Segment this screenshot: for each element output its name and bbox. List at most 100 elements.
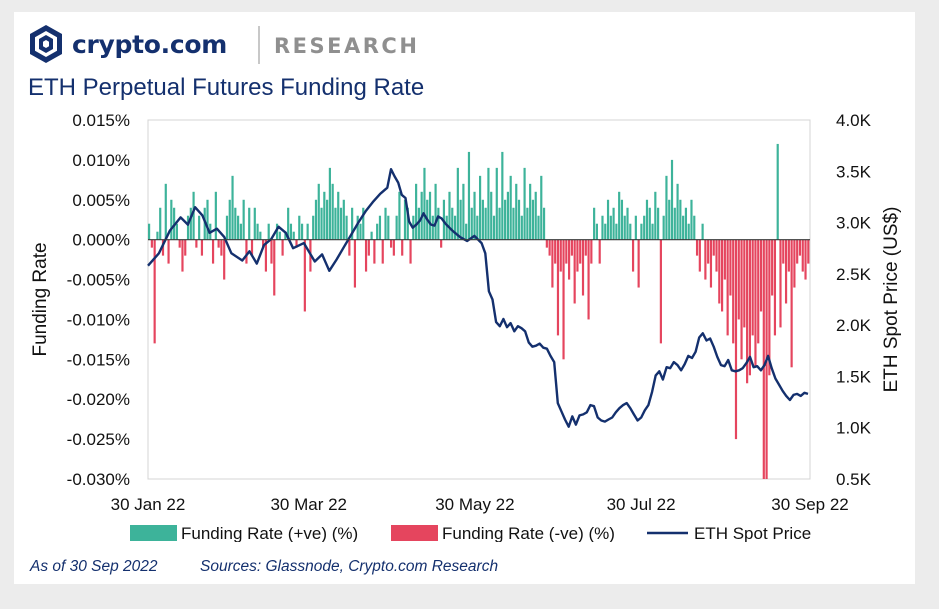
funding-bar-positive [451,207,454,240]
funding-bar-positive [331,183,334,240]
funding-bar-positive [479,175,482,240]
eth-price-layer [147,167,809,428]
funding-bar-negative [709,239,713,288]
funding-bar-positive [334,207,337,240]
funding-bar-negative [768,239,771,376]
y2-tick-label: 2.0K [836,316,872,335]
funding-bar-positive [370,231,373,240]
funding-bar-negative [211,239,215,264]
funding-bar-negative [704,239,707,280]
funding-bar-negative [150,239,153,248]
funding-bar-positive [339,207,343,240]
funding-bar-negative [348,239,351,256]
funding-bar-positive [462,183,465,240]
funding-bar-positive [186,215,190,240]
funding-bar-positive [300,223,304,240]
funding-bar-positive [434,183,437,240]
funding-bar-negative [556,239,560,336]
funding-bar-positive [484,207,487,240]
funding-bar-positive [312,215,315,240]
funding-bar-negative [565,239,568,264]
funding-bar-negative [718,239,721,304]
funding-bar-positive [668,199,671,240]
funding-bar-positive [626,207,629,240]
funding-bar-positive [492,215,496,240]
funding-bar-negative [576,239,579,272]
y2-tick-label: 0.5K [836,470,872,489]
funding-bar-negative [723,239,726,280]
eth-price-line [147,167,809,428]
funding-bar-positive [317,183,320,240]
funding-bar-negative [732,239,735,344]
funding-bar-positive [645,199,649,240]
crypto-com-shield-icon [30,25,62,63]
funding-bar-positive [620,199,624,240]
funding-bar-positive [623,215,626,240]
funding-bar-positive [237,215,240,240]
funding-bar-positive [595,223,598,240]
funding-bar-positive [515,183,518,240]
funding-bar-negative [773,239,777,336]
funding-bar-negative [720,239,724,312]
funding-bar-positive [326,199,329,240]
y-tick-label: 0.015% [72,111,130,130]
funding-bar-positive [225,215,229,240]
funding-bar-positive [643,215,646,240]
x-tick-label: 30 Jul 22 [607,495,676,514]
funding-bar-positive [239,223,242,240]
funding-bar-negative [743,239,746,328]
funding-bar-positive [676,183,679,240]
funding-bar-negative [740,239,743,360]
funding-bar-positive [648,207,651,240]
funding-bar-negative [782,239,785,264]
funding-bar-positive [323,191,326,240]
funding-bar-positive [292,231,295,240]
funding-bar-positive [501,151,504,240]
funding-bar-positive [423,167,426,240]
x-tick-label: 30 Mar 22 [270,495,347,514]
funding-bar-negative [250,239,254,256]
funding-bar-negative [659,239,662,344]
funding-bar-positive [526,207,529,240]
funding-bar-positive [231,175,234,240]
funding-bar-positive [523,167,526,240]
funding-bar-positive [159,207,162,240]
funding-bar-positive [192,191,195,240]
funding-bar-negative [367,239,370,256]
funding-bar-positive [175,223,178,240]
funding-bar-positive [387,215,390,240]
x-tick-label: 30 May 22 [435,495,514,514]
chart-axes: 0.015% 0.010% 0.005% 0.000% -0.005% -0.010% -0… [30,111,902,514]
funding-bar-negative [784,239,788,304]
funding-bar-negative [798,239,802,256]
funding-bar-negative [707,239,710,264]
y-axis-title: Funding Rate [30,242,51,356]
funding-bar-negative [759,239,763,312]
chart-grid [147,119,811,480]
funding-bar-negative [762,239,765,479]
funding-bar-positive [687,223,690,240]
funding-bar-positive [679,199,682,240]
funding-bar-negative [801,239,804,272]
funding-bar-negative [757,239,760,344]
funding-bar-negative [409,239,412,264]
funding-bar-negative [270,239,273,264]
funding-bar-negative [545,239,548,248]
brand-logo: crypto.com [28,24,227,64]
funding-bar-positive [615,223,618,240]
funding-bar-positive [431,215,434,240]
funding-bar-negative [726,239,729,336]
funding-bar-negative [184,239,187,256]
as-of-note: As of 30 Sep 2022 [30,558,158,575]
funding-bar-positive [634,215,637,240]
chart-title: ETH Perpetual Futures Funding Rate [28,74,425,101]
funding-bar-negative [401,239,404,256]
funding-bar-negative [631,239,635,272]
funding-bar-positive [395,215,398,240]
funding-bar-negative [587,239,590,320]
funding-bar-positive [275,223,279,240]
funding-bar-positive [342,199,345,240]
x-tick-label: 30 Sep 22 [771,495,849,514]
funding-bar-positive [609,215,612,240]
legend-label-negative: Funding Rate (-ve) (%) [442,524,615,542]
